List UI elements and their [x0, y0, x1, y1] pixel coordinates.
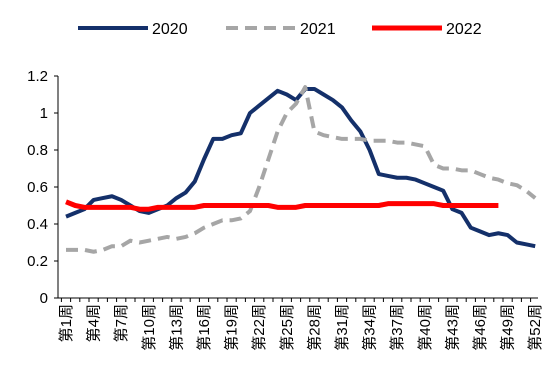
x-tick-label: 第40周 — [416, 304, 434, 351]
y-tick-label: 0.6 — [27, 179, 48, 196]
y-tick-label: 0 — [40, 290, 48, 307]
x-tick-label: 第22周 — [250, 304, 268, 351]
legend-label: 2022 — [446, 21, 482, 38]
legend-label: 2020 — [152, 21, 188, 38]
x-tick-label: 第4周 — [85, 304, 103, 342]
series-line — [65, 199, 499, 212]
legend-label: 2021 — [300, 21, 336, 38]
y-tick-label: 1 — [40, 105, 48, 122]
x-tick-label: 第49周 — [499, 304, 517, 351]
x-tick-label: 第46周 — [471, 304, 489, 351]
x-tick-label: 第16周 — [195, 304, 213, 351]
x-tick-label: 第31周 — [333, 304, 351, 351]
x-tick-label: 第1周 — [57, 304, 75, 342]
series-line — [66, 85, 537, 254]
x-tick-label: 第10周 — [140, 304, 158, 351]
x-tick-label: 第34周 — [361, 304, 379, 351]
x-tick-label: 第43周 — [443, 304, 461, 351]
x-tick-label: 第13周 — [167, 304, 185, 351]
y-tick-label: 0.4 — [27, 216, 48, 233]
y-tick-label: 0.2 — [27, 253, 48, 270]
x-tick-label: 第52周 — [526, 304, 544, 351]
x-tick-label: 第37周 — [388, 304, 406, 351]
y-tick-label: 1.2 — [27, 68, 48, 85]
x-tick-label: 第28周 — [305, 304, 323, 351]
x-tick-label: 第25周 — [278, 304, 296, 351]
x-tick-label: 第7周 — [112, 304, 130, 342]
series-line — [65, 86, 536, 249]
y-tick-label: 0.8 — [27, 142, 48, 159]
x-tick-label: 第19周 — [223, 304, 241, 351]
